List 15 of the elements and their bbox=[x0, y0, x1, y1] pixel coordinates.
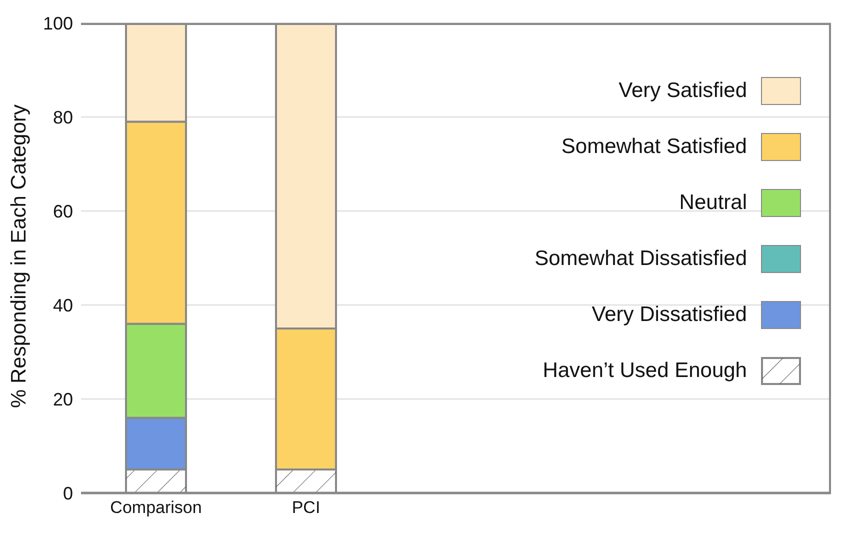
x-tick-label: Comparison bbox=[110, 498, 202, 518]
legend-label: Very Satisfied bbox=[618, 79, 747, 103]
legend-label: Haven’t Used Enough bbox=[542, 359, 747, 383]
y-tick-label: 40 bbox=[52, 295, 73, 316]
x-tick-label: PCI bbox=[292, 498, 320, 518]
y-tick-label: 100 bbox=[42, 13, 73, 34]
legend-label: Somewhat Dissatisfied bbox=[534, 247, 747, 271]
legend-label: Very Dissatisfied bbox=[592, 303, 747, 327]
legend-label: Neutral bbox=[679, 191, 747, 215]
y-axis-title: % Responding in Each Category bbox=[7, 104, 30, 408]
legend-label: Somewhat Satisfied bbox=[561, 135, 747, 159]
y-tick-label: 20 bbox=[52, 389, 73, 410]
y-tick-label: 80 bbox=[52, 107, 73, 128]
y-tick-label: 60 bbox=[52, 201, 73, 222]
y-tick-label: 0 bbox=[62, 483, 73, 504]
